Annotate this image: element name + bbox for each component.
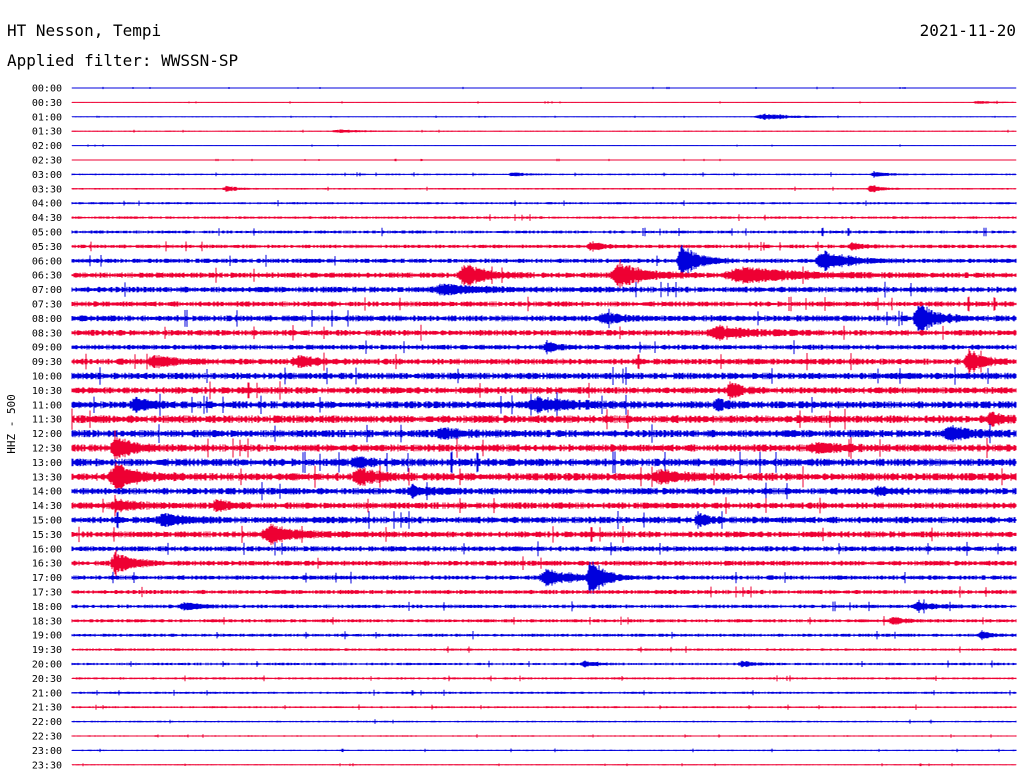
tick-label-1030: 10:30 [32, 386, 62, 397]
filter-subtitle: Applied filter: WWSSN-SP [7, 51, 239, 70]
tick-label-0700: 07:00 [32, 285, 62, 296]
tick-label-1830: 18:30 [32, 616, 62, 627]
tick-label-1400: 14:00 [32, 487, 62, 498]
tick-label-0600: 06:00 [32, 256, 62, 267]
tick-label-0200: 02:00 [32, 141, 62, 152]
tick-label-0400: 04:00 [32, 199, 62, 210]
tick-label-1230: 12:30 [32, 444, 62, 455]
time-tick-labels: 00:00 00:30 01:00 01:30 02:00 02:30 03:00 03:30… [32, 84, 62, 772]
tick-label-1530: 15:30 [32, 530, 62, 541]
station-title: HT Nesson, Tempi [7, 21, 162, 40]
tick-label-0500: 05:00 [32, 228, 62, 239]
tick-label-1300: 13:00 [32, 458, 62, 469]
tick-label-2030: 20:30 [32, 674, 62, 685]
tick-label-2230: 22:30 [32, 732, 62, 743]
tick-label-1100: 11:00 [32, 400, 62, 411]
tick-label-0800: 08:00 [32, 314, 62, 325]
tick-label-1900: 19:00 [32, 631, 62, 642]
tick-label-0300: 03:00 [32, 170, 62, 181]
tick-label-0730: 07:30 [32, 300, 62, 311]
tick-label-1600: 16:00 [32, 544, 62, 555]
tick-label-2000: 20:00 [32, 660, 62, 671]
tick-label-1330: 13:30 [32, 472, 62, 483]
tick-label-0130: 01:30 [32, 127, 62, 138]
tick-label-0430: 04:30 [32, 213, 62, 224]
trace-group [71, 86, 1017, 767]
tick-label-0900: 09:00 [32, 343, 62, 354]
tick-label-2130: 21:30 [32, 703, 62, 714]
tick-label-0230: 02:30 [32, 156, 62, 167]
tick-label-1800: 18:00 [32, 602, 62, 613]
tick-label-0930: 09:30 [32, 357, 62, 368]
date-label: 2021-11-20 [919, 21, 1016, 40]
channel-axis-label: HHZ - 500 [5, 394, 18, 454]
tick-label-0100: 01:00 [32, 112, 62, 123]
tick-label-1200: 12:00 [32, 429, 62, 440]
tick-label-1130: 11:30 [32, 415, 62, 426]
tick-label-1430: 14:30 [32, 501, 62, 512]
tick-label-2300: 23:00 [32, 746, 62, 757]
tick-label-0030: 00:30 [32, 98, 62, 109]
tick-label-1500: 15:00 [32, 516, 62, 527]
tick-label-2330: 23:30 [32, 760, 62, 771]
tick-label-2100: 21:00 [32, 688, 62, 699]
tick-label-2200: 22:00 [32, 717, 62, 728]
tick-label-0530: 05:30 [32, 242, 62, 253]
tick-label-1700: 17:00 [32, 573, 62, 584]
tick-label-1730: 17:30 [32, 588, 62, 599]
tick-label-1930: 19:30 [32, 645, 62, 656]
tick-label-0830: 08:30 [32, 328, 62, 339]
tick-label-1630: 16:30 [32, 559, 62, 570]
tick-label-0630: 06:30 [32, 271, 62, 282]
tick-label-0330: 03:30 [32, 184, 62, 195]
tick-label-1000: 10:00 [32, 372, 62, 383]
tick-label-0000: 00:00 [32, 84, 62, 95]
